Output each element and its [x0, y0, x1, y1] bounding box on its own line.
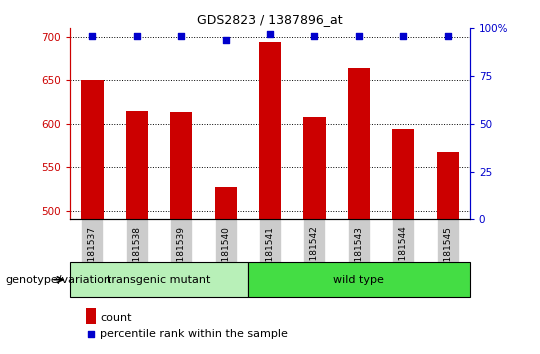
Point [354, 33, 363, 39]
Bar [259, 42, 281, 219]
Text: genotype/variation: genotype/variation [5, 275, 111, 285]
Point [443, 33, 452, 39]
Point [88, 33, 97, 39]
Bar [126, 111, 148, 219]
Bar [436, 152, 458, 219]
Bar [170, 112, 192, 219]
Bar [392, 129, 414, 219]
Point [221, 37, 230, 42]
Bar [348, 68, 370, 219]
Point [266, 31, 274, 37]
Point [310, 33, 319, 39]
Bar [82, 80, 104, 219]
Point [87, 331, 96, 337]
Text: wild type: wild type [333, 275, 384, 285]
Point [399, 33, 408, 39]
Bar [214, 187, 237, 219]
Point [132, 33, 141, 39]
Text: count: count [100, 313, 131, 323]
Text: percentile rank within the sample: percentile rank within the sample [100, 329, 288, 339]
Title: GDS2823 / 1387896_at: GDS2823 / 1387896_at [197, 13, 343, 26]
Point [177, 33, 186, 39]
Bar [303, 117, 326, 219]
Text: transgenic mutant: transgenic mutant [107, 275, 211, 285]
